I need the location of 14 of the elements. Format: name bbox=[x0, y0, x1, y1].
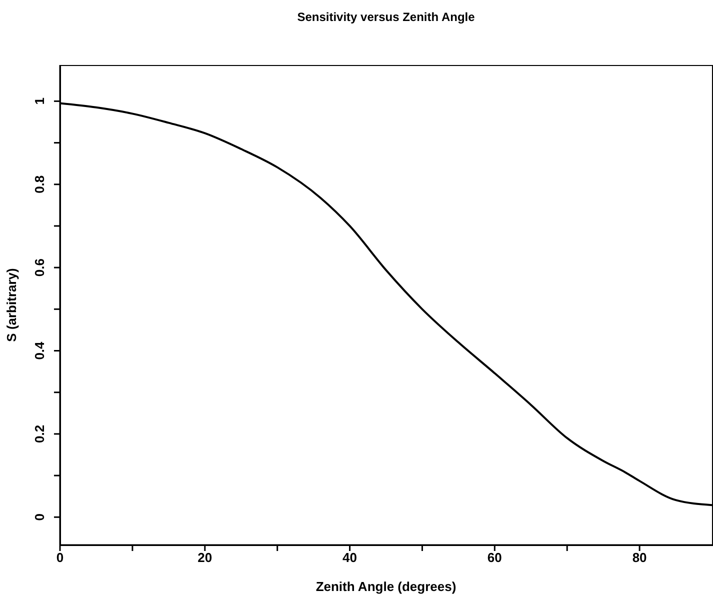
x-tick-label: 60 bbox=[487, 550, 502, 566]
chart-title: Sensitivity versus Zenith Angle bbox=[296, 10, 476, 24]
y-tick-label: 1 bbox=[32, 98, 47, 105]
x-tick-label: 20 bbox=[198, 550, 212, 566]
y-axis-title: S (arbitrary) bbox=[4, 268, 19, 342]
x-tick-label: 80 bbox=[632, 550, 647, 566]
y-tick-label: 0.6 bbox=[32, 258, 47, 277]
x-tick-label: 0 bbox=[56, 550, 64, 566]
x-tick-label: 40 bbox=[342, 550, 358, 566]
y-tick-label: 0.8 bbox=[32, 175, 47, 194]
y-tick-label: 0 bbox=[32, 514, 47, 521]
y-tick-label: 0.2 bbox=[32, 424, 47, 443]
x-axis-title: Zenith Angle (degrees) bbox=[316, 579, 456, 594]
y-tick-label: 0.4 bbox=[32, 340, 47, 360]
